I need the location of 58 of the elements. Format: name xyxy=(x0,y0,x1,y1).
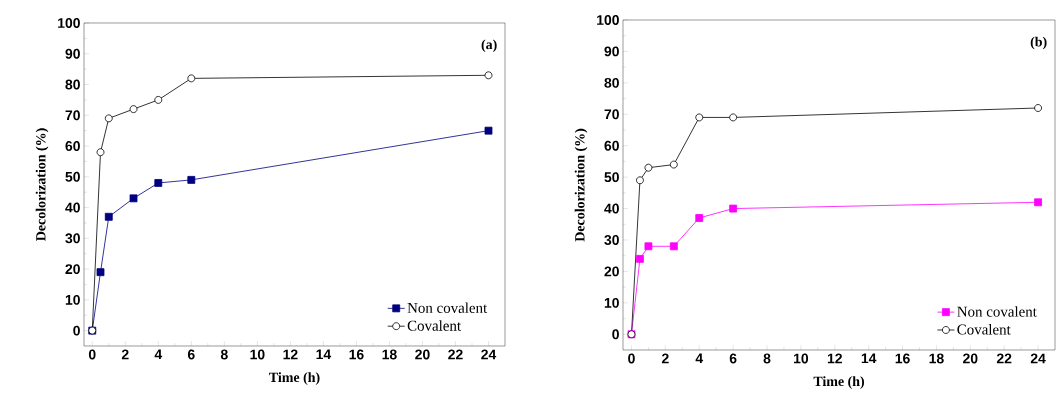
y-tick-label: 60 xyxy=(65,141,80,151)
x-tick-label: 24 xyxy=(1030,353,1046,364)
x-tick-label: 24 xyxy=(481,349,497,360)
y-axis-title: Decolorization (%) xyxy=(35,128,49,241)
x-tick-label: 16 xyxy=(895,353,910,364)
y-tick-label: 30 xyxy=(65,233,80,244)
x-tick-label: 0 xyxy=(628,353,635,364)
x-tick-label: 12 xyxy=(283,349,298,360)
y-tick-label: 90 xyxy=(604,46,619,57)
y-tick-label: 40 xyxy=(65,202,80,213)
annotation: (b) xyxy=(1030,36,1047,50)
x-tick-label: 2 xyxy=(121,349,129,360)
x-tick-label: 8 xyxy=(763,353,771,364)
x-axis-title: Time (h) xyxy=(813,376,865,389)
x-tick-label: 6 xyxy=(187,349,195,360)
x-tick-label: 10 xyxy=(794,353,809,364)
y-tick-label: 0 xyxy=(612,329,619,340)
y-tick-label: 20 xyxy=(65,264,80,275)
x-tick-label: 8 xyxy=(220,349,228,360)
legend-label: Covalent xyxy=(957,324,1011,335)
y-tick-label: 100 xyxy=(58,18,80,28)
y-tick-label: 50 xyxy=(65,171,80,182)
y-tick-label: 20 xyxy=(604,266,619,277)
x-tick-label: 2 xyxy=(661,353,669,364)
y-tick-label: 80 xyxy=(604,77,619,88)
y-tick-label: 50 xyxy=(604,172,619,183)
x-tick-label: 18 xyxy=(929,353,944,364)
x-tick-label: 22 xyxy=(448,349,463,360)
y-tick-label: 80 xyxy=(65,79,80,90)
y-tick-label: 10 xyxy=(65,294,80,305)
x-tick-label: 14 xyxy=(316,349,332,360)
legend-label: Covalent xyxy=(407,320,461,331)
x-tick-label: 14 xyxy=(861,353,877,364)
x-tick-label: 10 xyxy=(250,349,265,360)
y-tick-label: 60 xyxy=(604,140,619,151)
x-tick-label: 12 xyxy=(827,353,842,364)
y-tick-label: 30 xyxy=(604,235,619,245)
x-tick-label: 22 xyxy=(996,353,1012,364)
y-tick-label: 0 xyxy=(73,325,80,336)
y-tick-label: 10 xyxy=(604,297,619,308)
x-axis-title: Time (h) xyxy=(269,372,320,385)
y-tick-label: 90 xyxy=(65,48,80,59)
x-tick-label: 16 xyxy=(349,349,364,360)
x-tick-label: 4 xyxy=(695,353,704,364)
y-axis-title: Decolorization (%) xyxy=(574,128,588,242)
x-tick-label: 0 xyxy=(88,349,96,360)
x-tick-label: 18 xyxy=(382,349,397,360)
annotation: (a) xyxy=(481,39,497,53)
y-tick-label: 70 xyxy=(604,109,619,120)
x-tick-label: 20 xyxy=(415,349,430,360)
x-tick-label: 6 xyxy=(729,353,737,364)
y-tick-label: 40 xyxy=(604,203,619,214)
y-tick-label: 100 xyxy=(597,15,619,25)
legend-label: Non covalent xyxy=(407,302,488,313)
legend-label: Non covalent xyxy=(957,306,1037,317)
x-tick-label: 4 xyxy=(154,349,163,360)
x-tick-label: 20 xyxy=(963,353,978,364)
y-tick-label: 70 xyxy=(65,110,80,121)
